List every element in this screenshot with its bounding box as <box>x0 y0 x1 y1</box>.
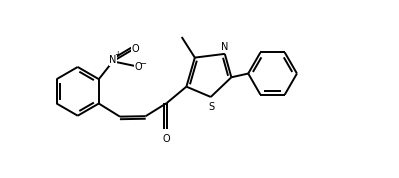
Text: O: O <box>163 134 170 144</box>
Text: N: N <box>109 55 117 66</box>
Text: N: N <box>221 41 228 51</box>
Text: O: O <box>134 62 142 72</box>
Text: O: O <box>132 44 139 54</box>
Text: S: S <box>208 102 214 112</box>
Text: +: + <box>114 50 120 59</box>
Text: −: − <box>138 59 146 68</box>
